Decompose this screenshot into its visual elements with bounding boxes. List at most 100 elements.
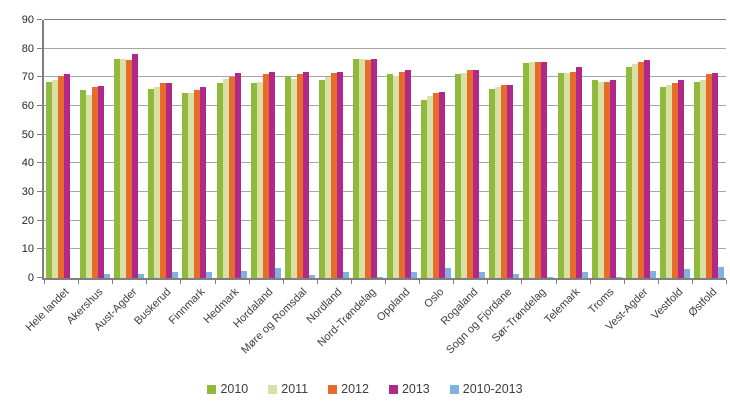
bar-2013-Akershus: [98, 85, 105, 278]
bar-2012-Hedmark: [228, 77, 235, 278]
bar-2012-Sogn og Fjordane: [501, 84, 508, 278]
x-tick: [317, 280, 318, 284]
bar-2012-Troms: [603, 81, 610, 278]
y-tick-0: [37, 277, 42, 278]
legend-item-2011: 2011: [268, 382, 308, 396]
legend-label-2011: 2011: [281, 382, 309, 396]
bar-2011-Nordland: [324, 77, 331, 278]
gridline-30: [44, 191, 726, 192]
legend-label-2010-2013: 2010-2013: [462, 382, 523, 396]
bar-2013-Rogaland: [473, 70, 480, 278]
bar-2011-Nord-Trøndelag: [358, 58, 365, 278]
bar-2011-Finnmark: [188, 93, 195, 278]
bar-2010-2013-Hordaland: [274, 267, 281, 278]
x-tick: [180, 280, 181, 284]
bar-2010-Nord-Trøndelag: [352, 58, 359, 278]
y-axis-tick-label: 90: [21, 14, 34, 26]
bar-2011-Oppland: [393, 75, 399, 278]
bar-2012-Oslo: [433, 93, 440, 278]
y-axis-tick-label: 30: [21, 186, 34, 198]
bar-2010-2013-Oppland: [411, 272, 417, 278]
x-tick: [351, 280, 352, 284]
bar-2010-2013-Buskerud: [172, 272, 179, 278]
gridline-60: [44, 105, 726, 106]
legend-label-2010: 2010: [220, 382, 249, 396]
bar-2012-Vest-Agder: [637, 61, 644, 278]
bar-2010-Rogaland: [455, 74, 462, 278]
plot-area: [37, 19, 727, 284]
gridline-50: [44, 133, 726, 135]
x-tick: [385, 280, 386, 284]
y-axis-tick-label: 20: [21, 214, 34, 227]
bar-2010-2013-Østfold: [717, 266, 724, 278]
y-axis-tick-label: 80: [21, 42, 34, 55]
bar-2012-Østfold: [705, 74, 712, 278]
bar-2012-Hele landet: [58, 75, 64, 278]
bar-2012-Oppland: [399, 71, 405, 278]
bar-2012-Hordaland: [262, 74, 269, 278]
bar-2013-Vest-Agder: [643, 60, 650, 278]
bar-2013-Sogn og Fjordane: [507, 84, 514, 278]
bar-2010-Finnmark: [182, 93, 189, 278]
bar-2011-Møre og Romsdal: [290, 78, 297, 278]
bar-2013-Hordaland: [268, 71, 275, 278]
bar-2011-Buskerud: [154, 87, 161, 278]
bar-2012-Telemark: [569, 71, 576, 278]
gridline-20: [44, 219, 726, 221]
bar-2010-2013-Aust-Agder: [138, 273, 145, 278]
y-tick-50: [37, 133, 42, 135]
bar-2012-Rogaland: [467, 70, 474, 278]
gridline-10: [44, 248, 726, 250]
x-tick: [556, 280, 557, 284]
bar-2010-Møre og Romsdal: [284, 75, 291, 278]
bar-2012-Buskerud: [160, 83, 167, 278]
bar-2010-Vest-Agder: [625, 67, 632, 278]
bar-2012-Møre og Romsdal: [296, 74, 303, 278]
bar-2013-Sør-Trøndelag: [541, 61, 548, 278]
bar-2013-Møre og Romsdal: [302, 71, 309, 278]
bar-2010-Buskerud: [148, 88, 155, 278]
y-tick-70: [37, 76, 42, 78]
legend-item-2012: 2012: [328, 382, 369, 396]
bar-2011-Hordaland: [256, 81, 263, 278]
legend-swatch-2010-2013: [449, 384, 459, 394]
x-tick: [419, 280, 420, 284]
x-tick: [112, 280, 113, 284]
bar-2010-Hordaland: [250, 83, 257, 278]
bar-2012-Finnmark: [194, 90, 201, 278]
legend-swatch-2013: [388, 384, 398, 394]
legend-swatch-2012: [328, 384, 338, 394]
bar-2010-Hele landet: [46, 81, 52, 278]
legend-label-2012: 2012: [341, 382, 369, 396]
bar-2011-Telemark: [563, 73, 570, 278]
y-tick-80: [37, 47, 42, 49]
y-tick-40: [37, 162, 42, 164]
y-tick-20: [37, 219, 42, 221]
y-axis-tick-label: 50: [21, 128, 34, 141]
bar-2013-Aust-Agder: [132, 54, 139, 278]
bar-2010-2013-Vest-Agder: [649, 270, 656, 278]
bar-2013-Vestfold: [677, 80, 684, 278]
bar-2011-Vestfold: [665, 84, 672, 278]
bar-2011-Oslo: [427, 95, 434, 278]
y-axis-tick-label: 10: [21, 243, 34, 256]
bar-2010-Akershus: [80, 90, 87, 278]
bar-2013-Finnmark: [200, 87, 207, 278]
y-axis-tick-label: 0: [27, 272, 34, 284]
bar-2010-Telemark: [557, 73, 564, 278]
bar-2013-Oppland: [405, 70, 411, 278]
bar-2012-Akershus: [92, 87, 99, 278]
bar-2013-Hedmark: [234, 73, 241, 278]
bar-2012-Sør-Trøndelag: [535, 61, 542, 278]
gridline-80: [44, 47, 726, 49]
bar-2010-2013-Hedmark: [240, 270, 247, 278]
gridline-40: [44, 162, 726, 164]
bar-2011-Sør-Trøndelag: [529, 61, 536, 278]
x-tick: [590, 280, 591, 284]
bar-2011-Hedmark: [222, 78, 229, 278]
y-axis-tick-label: 70: [21, 71, 34, 84]
bar-2012-Nord-Trøndelag: [364, 60, 371, 278]
bar-2010-2013-Troms: [615, 276, 622, 278]
bar-2010-2013-Telemark: [581, 272, 588, 278]
bar-2011-Rogaland: [461, 73, 468, 278]
